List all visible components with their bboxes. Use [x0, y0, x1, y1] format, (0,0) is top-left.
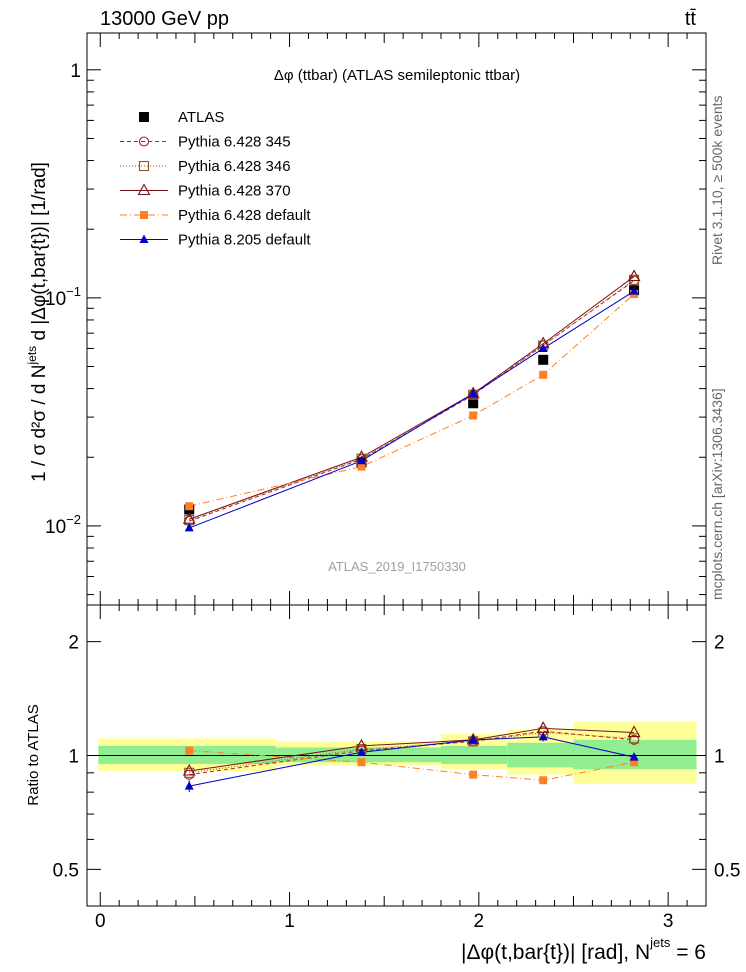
legend-marker [138, 136, 150, 147]
process-label: tt̄ [685, 8, 697, 30]
x-tick-label: 0 [95, 911, 106, 932]
uncertainty-band-inner [440, 745, 508, 764]
data-point [468, 388, 478, 398]
ratio-panel: 0.5 0.5 1 1 2 2 0 1 2 3 Ratio to ATLAS |Δφ(t,bar{… [25, 604, 740, 964]
legend-label: Pythia 6.428 345 [178, 134, 291, 151]
data-point [466, 386, 480, 399]
legend-marker [139, 234, 149, 243]
data-point [629, 286, 639, 295]
ratio-point [182, 763, 196, 776]
x-tick-label: 1 [284, 911, 295, 932]
legend-item: Pythia 6.428 default [120, 207, 311, 224]
ratio-point [185, 746, 194, 755]
series-line-3 [189, 276, 635, 520]
mcplots-label: mcplots.cern.ch [arXiv:1306.3436] [709, 388, 725, 600]
data-point [468, 398, 479, 409]
ratio-point [627, 725, 641, 738]
ratio-point [469, 770, 478, 779]
data-point [538, 343, 548, 352]
ratio-point [629, 733, 640, 744]
legend-label: ATLAS [178, 109, 224, 126]
ratio-point [357, 758, 366, 767]
x-tick-label: 2 [474, 911, 485, 932]
series-line-2 [189, 279, 635, 521]
legend-item: Pythia 6.428 370 [120, 183, 291, 200]
legend-item: Pythia 8.205 default [120, 232, 311, 249]
main-y-axis-label: 1 / σ d²σ / d Njets d |Δφ(t,bar{t})| [1/… [25, 162, 50, 482]
data-point [538, 354, 549, 365]
uncertainty-band-inner [98, 745, 277, 764]
rivet-version-label: Rivet 3.1.10, ≥ 500k events [709, 95, 725, 265]
data-point [539, 370, 548, 379]
legend: ATLAS Pythia 6.428 345 Pythia 6.428 346 Pyt… [120, 109, 311, 249]
legend-label: Pythia 6.428 default [178, 207, 311, 224]
ratio-y-axis-label: Ratio to ATLAS [25, 704, 42, 805]
legend-marker [140, 211, 148, 219]
ratio-y-tick-label: 2 [68, 633, 79, 654]
main-panel: Δφ (ttbar) (ATLAS semileptonic ttbar) AT… [25, 32, 707, 606]
legend-item: ATLAS [139, 109, 224, 126]
energy-label: 13000 GeV pp [100, 8, 229, 30]
ratio-point [468, 734, 478, 744]
legend-item: Pythia 6.428 346 [120, 158, 291, 175]
ratio-point [538, 731, 548, 741]
y-tick-label: 10−1 [45, 284, 81, 310]
legend-label: Pythia 6.428 370 [178, 183, 291, 200]
series-line-5 [189, 290, 635, 529]
ratio-point [629, 752, 639, 761]
x-axis-label: |Δφ(t,bar{t})| [rad], Njets = 6 [461, 935, 706, 964]
ratio-y-tick-label-right: 2 [714, 633, 725, 654]
data-point [469, 411, 478, 420]
ratio-point [356, 747, 366, 756]
legend-item: Pythia 6.428 345 [120, 134, 291, 151]
legend-label: Pythia 8.205 default [178, 232, 311, 249]
ratio-y-tick-label: 0.5 [53, 860, 79, 881]
legend-marker [139, 112, 149, 122]
ratio-point [539, 776, 548, 785]
ratio-point [630, 758, 639, 767]
data-point [185, 502, 194, 511]
ratio-y-tick-label-right: 1 [714, 747, 725, 768]
x-tick-label: 3 [663, 911, 674, 932]
legend-label: Pythia 6.428 346 [178, 158, 291, 175]
plot-title: Δφ (ttbar) (ATLAS semileptonic ttbar) [274, 67, 520, 84]
data-point [357, 462, 366, 471]
legend-marker [137, 183, 151, 196]
ratio-y-tick-label-right: 0.5 [714, 860, 740, 881]
y-tick-label: 1 [70, 61, 81, 82]
analysis-watermark: ATLAS_2019_I1750330 [328, 559, 466, 574]
data-point [356, 455, 366, 465]
ratio-y-tick-label: 1 [68, 747, 79, 768]
y-tick-label: 10−2 [45, 512, 81, 538]
series-line-1 [189, 280, 635, 522]
data-point [184, 522, 194, 532]
ratio-point [184, 781, 194, 790]
data-point [627, 269, 641, 282]
legend-marker [138, 160, 150, 172]
